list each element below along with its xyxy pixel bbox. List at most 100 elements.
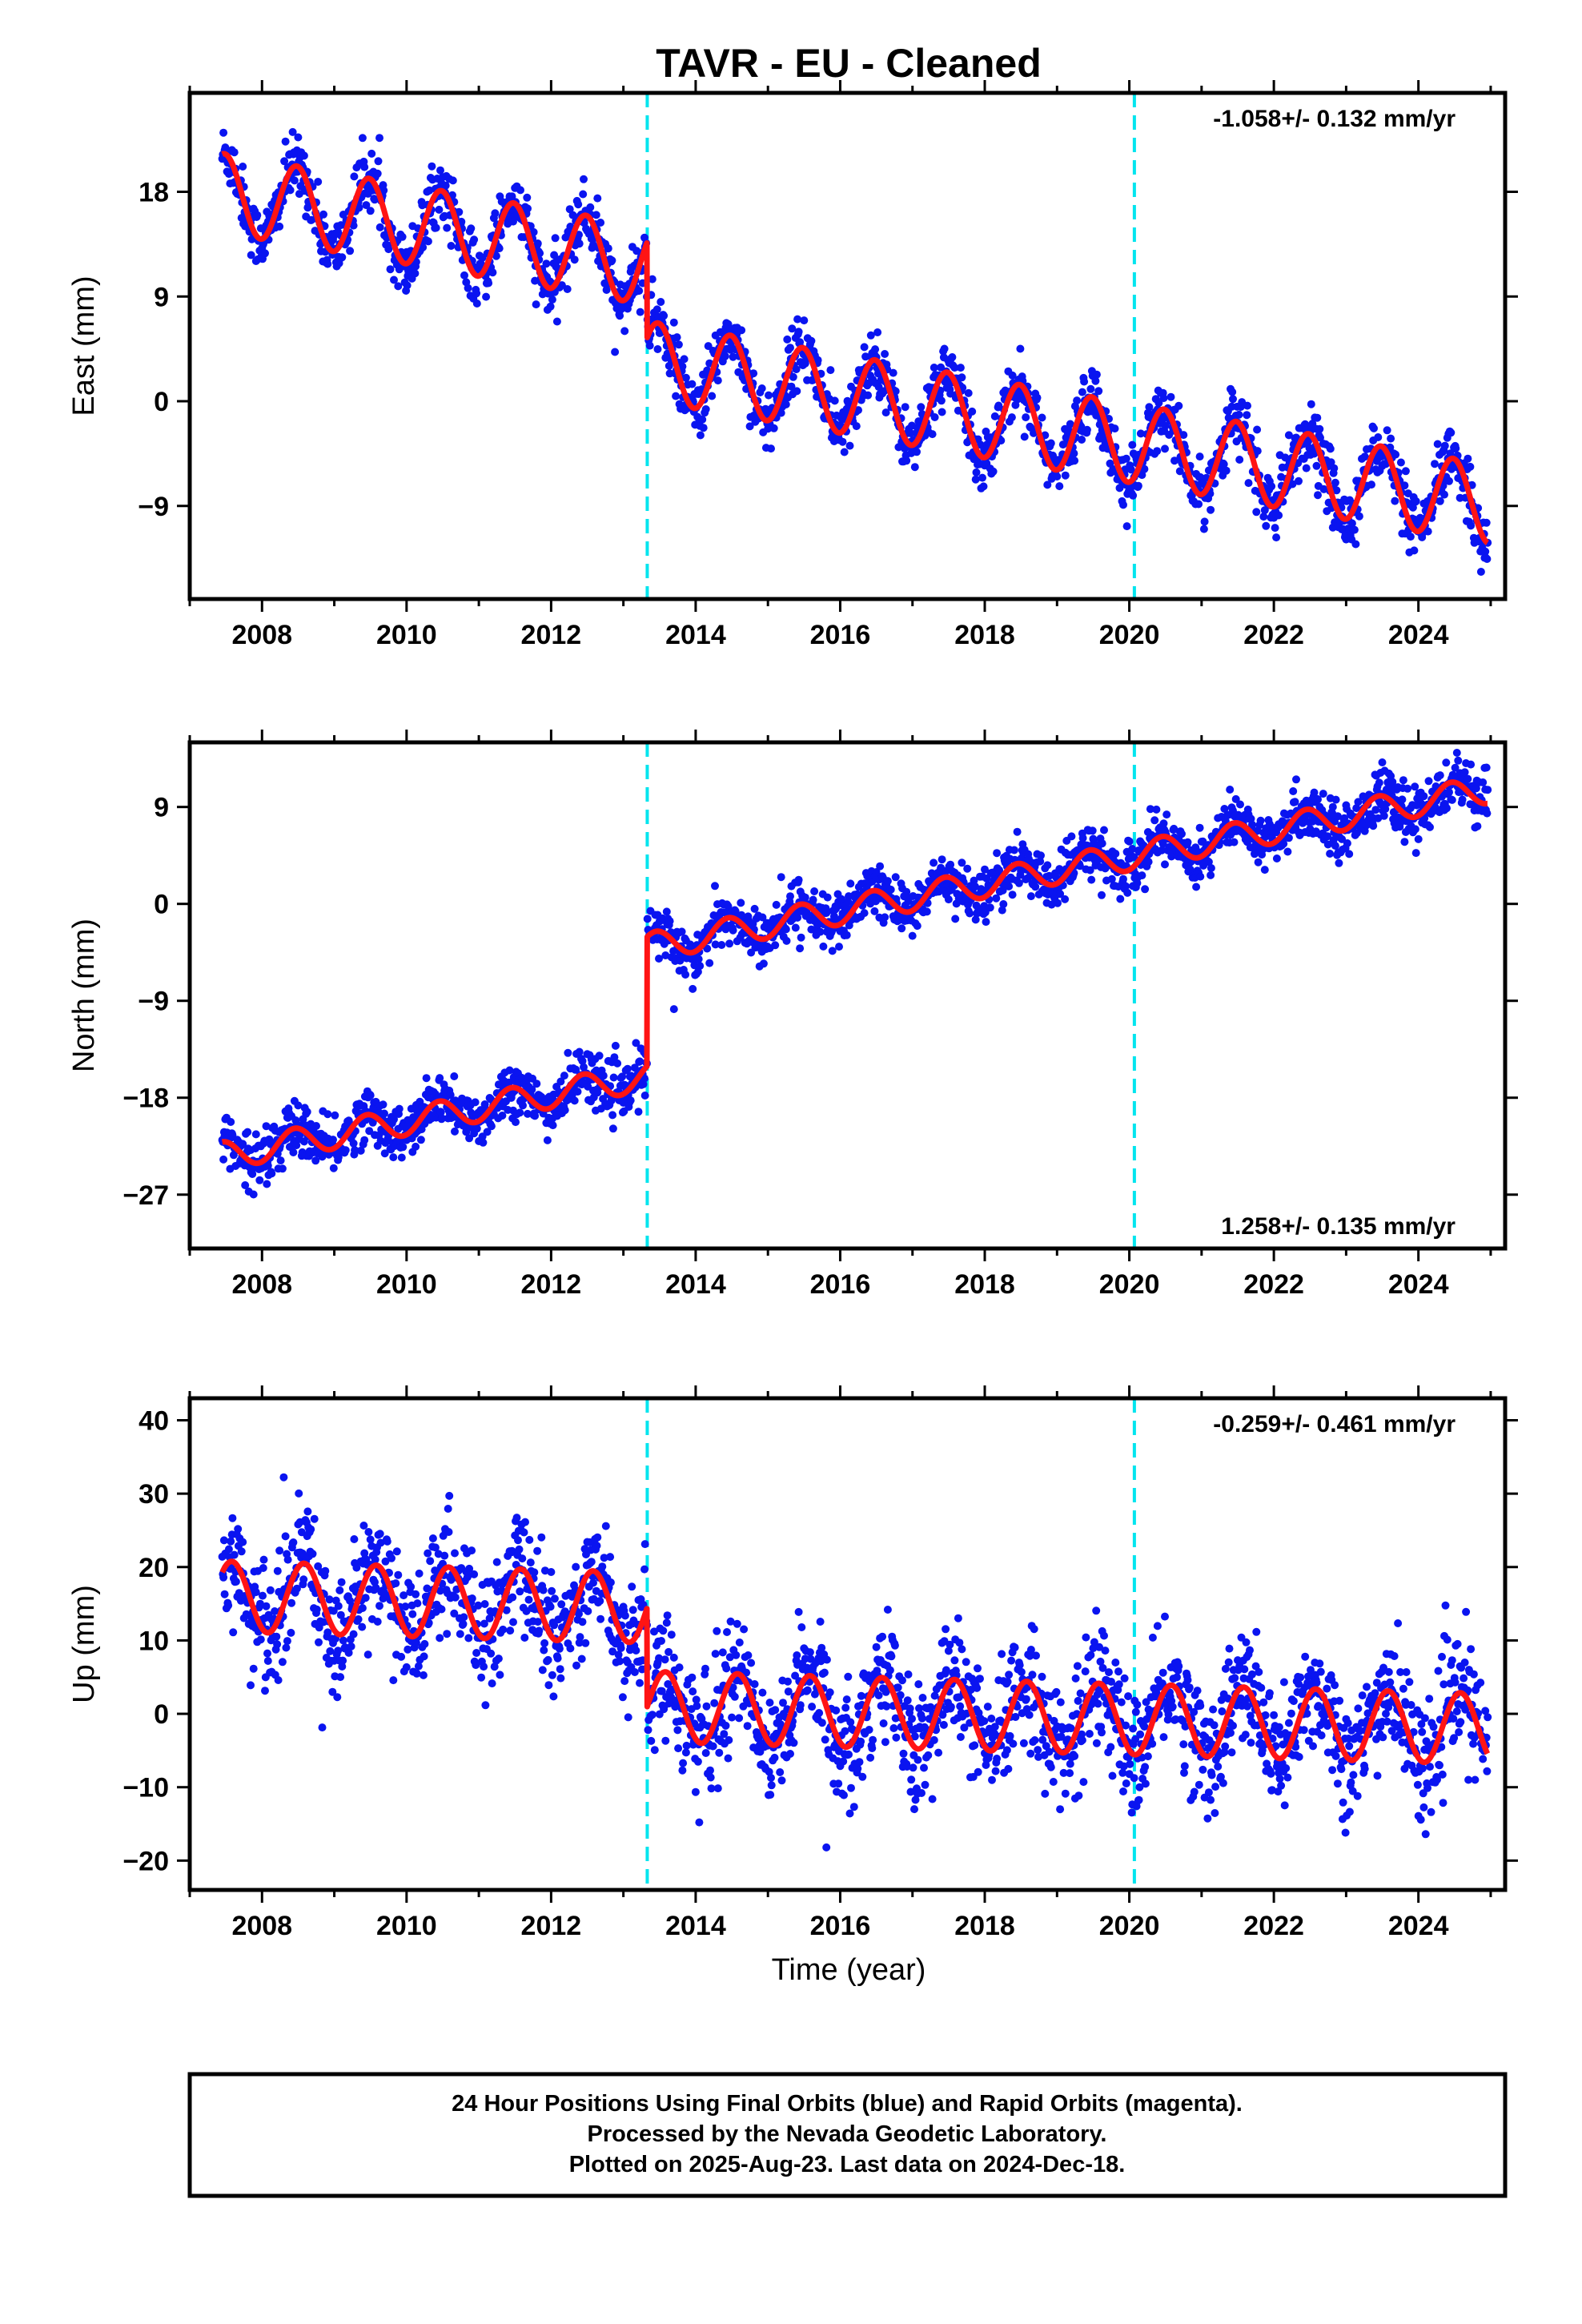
data-point (234, 1525, 243, 1534)
data-point (861, 352, 870, 361)
data-point (677, 927, 686, 936)
data-point (653, 345, 662, 353)
data-point (487, 1649, 496, 1658)
data-point (387, 1554, 396, 1562)
data-point (1122, 454, 1130, 463)
data-point (367, 149, 376, 158)
data-point (1313, 413, 1322, 422)
data-point (444, 1505, 452, 1513)
data-point (757, 384, 766, 392)
data-point (491, 209, 500, 218)
data-point (543, 1136, 552, 1144)
data-point (1046, 439, 1055, 448)
data-point (283, 1555, 292, 1564)
data-point (548, 296, 556, 304)
data-point (678, 362, 687, 371)
data-point (791, 923, 800, 932)
data-point (259, 1564, 267, 1572)
data-point (1110, 424, 1119, 433)
data-point (1010, 846, 1018, 854)
data-point (1398, 795, 1407, 804)
data-point (761, 404, 770, 413)
data-point (713, 376, 722, 385)
data-point (913, 448, 921, 456)
data-point (602, 286, 611, 294)
data-point (347, 1642, 355, 1651)
data-point (407, 1582, 416, 1591)
data-point (283, 1637, 291, 1646)
data-point (632, 247, 641, 255)
data-point (608, 256, 616, 265)
data-point (620, 327, 629, 336)
data-point (711, 882, 719, 891)
data-point (359, 1522, 368, 1530)
data-point (532, 300, 540, 309)
data-point (1312, 461, 1321, 470)
data-point (227, 1118, 235, 1126)
x-tick-label: 2008 (231, 620, 292, 650)
data-point (662, 907, 671, 916)
data-point (1473, 822, 1482, 830)
data-point (958, 858, 966, 867)
data-point (413, 1599, 422, 1608)
x-tick-label: 2016 (810, 620, 871, 650)
rate-label: -1.058+/- 0.132 mm/yr (1213, 106, 1456, 132)
data-point (516, 1587, 524, 1596)
data-point (626, 1096, 635, 1105)
data-point (1244, 479, 1253, 488)
data-point (1161, 860, 1169, 869)
data-point (512, 1118, 520, 1127)
data-point (845, 441, 854, 450)
data-point (371, 195, 379, 204)
data-point (397, 1652, 406, 1661)
data-point (609, 1073, 618, 1082)
x-tick-label: 2016 (810, 1269, 871, 1300)
data-point (294, 133, 303, 142)
data-point (584, 1606, 592, 1615)
data-point (509, 217, 517, 226)
data-point (563, 285, 572, 293)
panels-group: 2008 2010 2012 2014 2016 2018 2020 2022 2024−909… (67, 80, 1518, 1941)
data-point (514, 1536, 522, 1545)
data-point (1374, 433, 1383, 441)
data-point (375, 1530, 384, 1538)
data-point (870, 907, 879, 915)
data-point (1207, 870, 1215, 879)
rate-label: 1.258+/- 0.135 mm/yr (1221, 1213, 1456, 1240)
data-point (303, 1507, 312, 1516)
data-point (360, 1136, 369, 1144)
data-point (509, 1618, 517, 1626)
data-point (581, 1638, 590, 1647)
data-point (574, 200, 583, 209)
data-point (338, 253, 347, 262)
data-point (725, 939, 734, 948)
data-point (599, 1072, 608, 1080)
data-point (432, 223, 440, 232)
data-point (972, 468, 981, 476)
data-point (1195, 452, 1204, 461)
data-point (1369, 822, 1378, 830)
data-point (634, 1108, 643, 1116)
data-point (508, 192, 516, 201)
data-point (1445, 476, 1453, 485)
data-point (279, 1473, 288, 1482)
data-point (1483, 809, 1492, 818)
data-point (540, 1638, 549, 1647)
data-point (823, 893, 832, 902)
data-point (273, 1566, 282, 1575)
data-point (499, 1625, 508, 1634)
data-point (278, 1658, 287, 1667)
data-point (680, 355, 689, 364)
data-point (1141, 885, 1150, 894)
data-point (282, 1643, 291, 1652)
data-point (846, 879, 855, 888)
data-point (1326, 444, 1335, 453)
data-point (289, 1538, 298, 1546)
data-point (546, 302, 555, 311)
data-point (1174, 401, 1183, 410)
data-point (249, 1190, 258, 1199)
data-point (468, 1594, 476, 1602)
data-point (1098, 891, 1106, 899)
data-point (526, 1558, 535, 1567)
